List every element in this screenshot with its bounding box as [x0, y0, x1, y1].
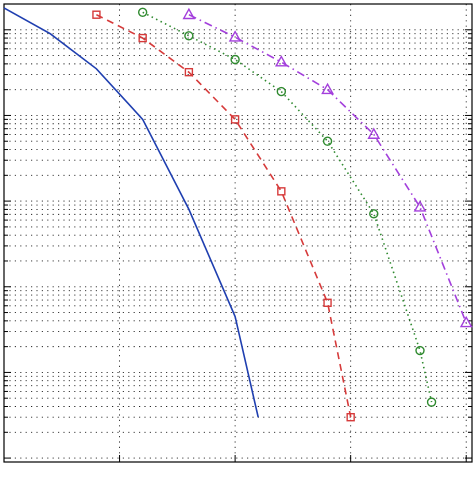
data-point-circle — [415, 345, 425, 356]
data-point-triangle — [321, 82, 334, 95]
data-point-circle — [369, 209, 379, 219]
series-line — [3, 7, 259, 418]
series-line — [96, 13, 352, 418]
series-4 — [182, 7, 473, 328]
data-point-triangle — [413, 200, 427, 212]
data-point-square — [230, 115, 240, 124]
data-point-square — [138, 33, 147, 43]
series-3 — [137, 7, 437, 407]
data-point-triangle — [228, 30, 242, 42]
series-group — [3, 7, 473, 422]
data-point-square — [92, 10, 101, 19]
data-point-triangle — [274, 55, 288, 67]
data-point-triangle — [182, 7, 196, 20]
data-point-circle — [184, 31, 194, 41]
data-point-circle — [137, 7, 148, 18]
series-line — [188, 13, 467, 324]
series-line — [142, 11, 433, 403]
data-point-square — [323, 298, 332, 307]
data-point-circle — [426, 397, 437, 407]
data-point-circle — [322, 136, 333, 146]
series-2 — [92, 10, 355, 422]
axes-frame — [3, 3, 473, 463]
data-point-circle — [230, 54, 240, 65]
grid — [4, 3, 472, 463]
data-point-square — [184, 67, 194, 77]
data-point-circle — [276, 86, 287, 97]
plot-frame — [3, 3, 473, 463]
data-point-square — [346, 413, 355, 422]
data-point-triangle — [367, 127, 381, 139]
data-point-square — [277, 187, 286, 196]
series-1 — [3, 7, 259, 418]
data-point-triangle — [459, 315, 473, 328]
